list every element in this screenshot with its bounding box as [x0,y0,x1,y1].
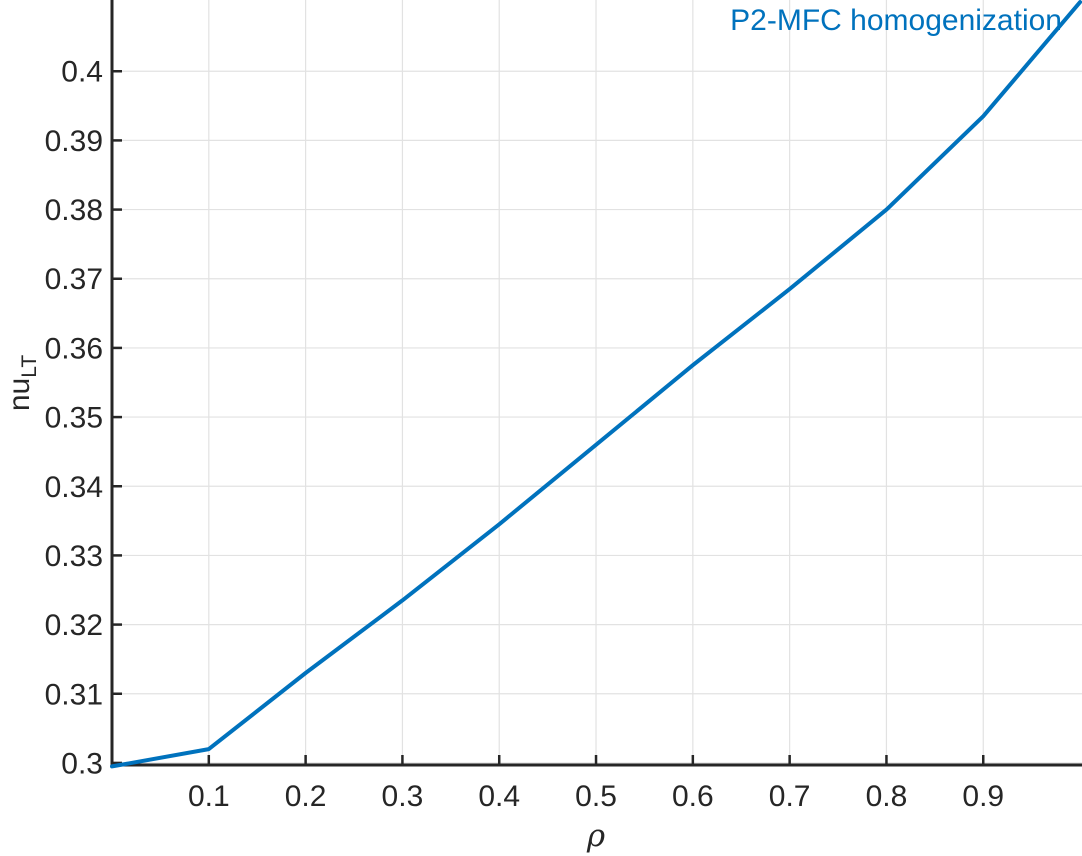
y-tick-label: 0.34 [45,471,103,504]
y-axis-label-subscript: LT [18,354,41,378]
axis-ticks [112,69,985,765]
y-tick-label: 0.39 [45,125,103,158]
y-tick-label: 0.37 [45,263,103,296]
data-series [110,0,1082,769]
x-axis-label: ρ [586,818,606,854]
x-tick-label: 0.5 [575,780,617,813]
y-tick-label: 0.32 [45,609,103,642]
x-tick-label: 0.2 [285,780,327,813]
y-tick-label: 0.31 [45,678,103,711]
y-tick-label: 0.38 [45,194,103,227]
x-tick-label: 0.7 [769,780,811,813]
x-tick-label: 0.3 [382,780,424,813]
series-line [110,0,1082,769]
y-tick-label: 0.4 [61,56,103,89]
y-tick-label: 0.33 [45,540,103,573]
y-tick-label: 0.35 [45,402,103,435]
legend-label: P2-MFC homogenization [730,4,1062,37]
x-tick-label: 0.6 [672,780,714,813]
x-tick-label: 0.4 [478,780,520,813]
x-tick-label: 0.9 [962,780,1004,813]
y-tick-label: 0.36 [45,332,103,365]
x-tick-label: 0.8 [866,780,908,813]
grid-lines [112,0,1082,765]
axis-lines [110,0,1082,767]
y-tick-label: 0.3 [61,747,103,780]
y-axis-label-main: nu [3,377,36,412]
x-tick-label: 0.1 [188,780,230,813]
y-axis-label: nuLT [3,355,41,412]
tick-labels: 0.1 0.2 0.3 0.4 0.5 0.6 0.7 0.8 0.9 0.3 0.31 0.32 0.… [45,56,1005,813]
